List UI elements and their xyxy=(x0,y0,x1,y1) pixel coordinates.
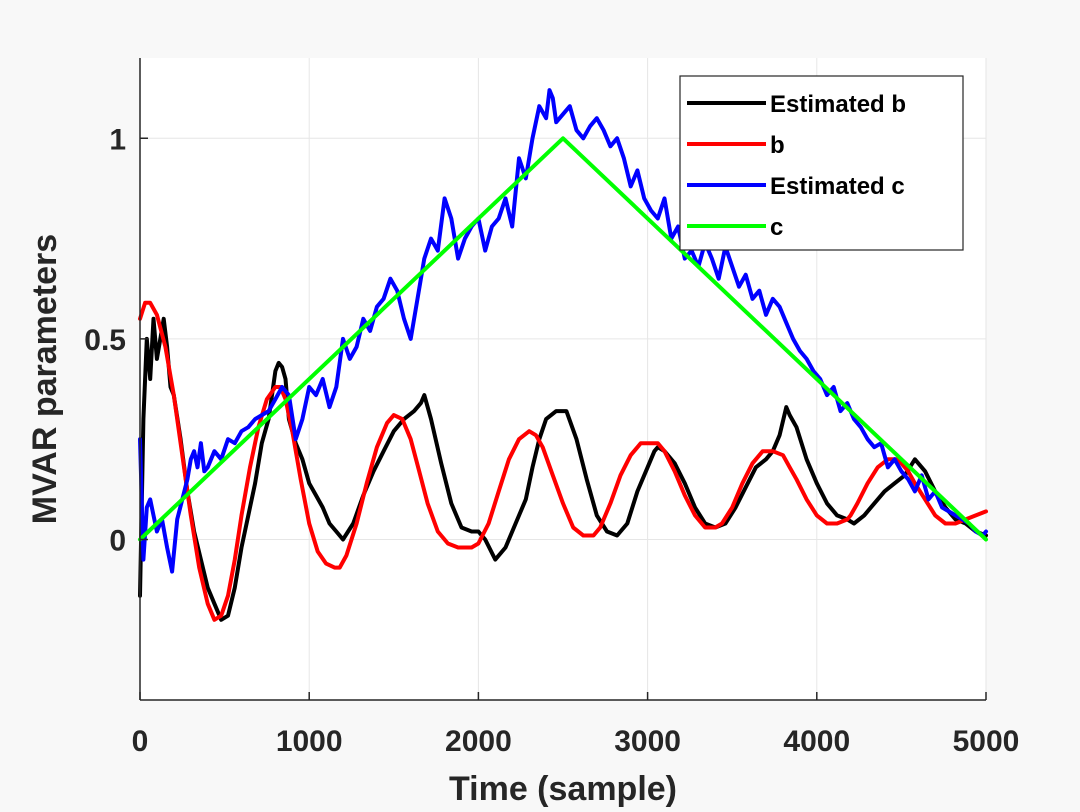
y-tick-label-1: 0.5 xyxy=(84,324,126,357)
x-tick-label-0: 0 xyxy=(132,725,149,758)
y-tick-label-0: 0 xyxy=(109,525,126,558)
legend-label-0: Estimated b xyxy=(770,91,906,118)
x-tick-label-1: 1000 xyxy=(276,725,343,758)
legend: Estimated b b Estimated c c xyxy=(679,75,964,251)
legend-label-2: Estimated c xyxy=(770,173,905,200)
y-tick-label-2: 1 xyxy=(109,123,126,156)
series-line-3 xyxy=(138,136,988,542)
x-tick-label-5: 5000 xyxy=(953,725,1020,758)
series-line-2 xyxy=(138,88,988,574)
series-line-1 xyxy=(138,300,988,622)
series-layer xyxy=(138,88,988,622)
x-tick-label-3: 3000 xyxy=(614,725,681,758)
series-line-0 xyxy=(138,316,988,622)
x-tick-label-2: 2000 xyxy=(445,725,512,758)
legend-label-1: b xyxy=(770,132,785,159)
y-axis-label: MVAR parameters xyxy=(26,234,64,524)
legend-label-3: c xyxy=(770,214,783,241)
axes xyxy=(139,58,987,701)
x-tick-label-4: 4000 xyxy=(783,725,850,758)
tick-labels: 0 1000 2000 3000 4000 5000 0 0.5 1 xyxy=(84,123,1019,758)
x-axis-label: Time (sample) xyxy=(449,770,677,808)
